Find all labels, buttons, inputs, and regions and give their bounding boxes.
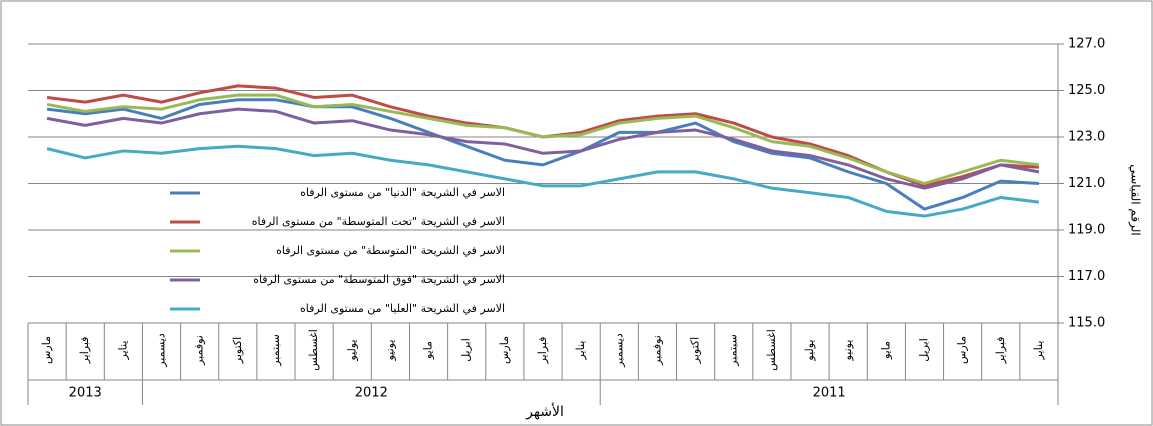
- y-tick-label: 125.0: [1068, 83, 1105, 98]
- y-tick-label: 121.0: [1068, 176, 1105, 191]
- group-label: 2012: [355, 386, 388, 401]
- y-tick-label: 123.0: [1068, 130, 1105, 145]
- legend-label: الاسر في الشريحة "فوق المتوسطة" من مستوى…: [253, 273, 505, 286]
- x-tick-label: نوفمبر: [650, 335, 663, 366]
- x-tick-label: اغسطس: [307, 329, 320, 371]
- series-line: [46, 98, 1040, 211]
- x-tick-label: يونيو: [841, 340, 854, 362]
- x-tick-label: ديسمبر: [612, 333, 625, 368]
- x-tick-label: ابريل: [917, 338, 930, 362]
- legend-label: الاسر في الشريحة "العليا" من مستوى الرفا…: [300, 302, 505, 315]
- x-tick-label: نوفمبر: [193, 335, 206, 366]
- x-tick-label: يونيو: [383, 340, 396, 362]
- x-tick-label: يوليو: [345, 339, 358, 361]
- x-tick-label: اغسطس: [765, 329, 778, 371]
- series-line: [46, 144, 1040, 218]
- series-line: [46, 107, 1040, 190]
- x-tick-label: سبتمبر: [269, 334, 282, 367]
- x-tick-label: يناير: [1032, 341, 1045, 361]
- y-tick-label: 117.0: [1068, 269, 1105, 284]
- x-tick-label: مارس: [498, 336, 511, 364]
- group-label: 2013: [69, 386, 102, 401]
- y-tick-label: 119.0: [1068, 223, 1105, 238]
- x-tick-label: يناير: [574, 341, 587, 361]
- x-axis-title: الأشهر: [525, 402, 564, 420]
- legend-label: الاسر في الشريحة "المتوسطة" من مستوى الر…: [276, 244, 505, 257]
- x-tick-label: فبراير: [78, 337, 91, 365]
- series-line: [46, 93, 1040, 185]
- legend-label: الاسر في الشريحة "الدنيا" من مستوى الرفا…: [300, 186, 505, 199]
- y-tick-label: 127.0: [1068, 37, 1105, 52]
- x-tick-label: مارس: [956, 336, 969, 364]
- group-label: 2011: [813, 386, 846, 401]
- x-tick-label: سبتمبر: [727, 334, 740, 367]
- x-tick-label: اكتوبر: [231, 337, 244, 364]
- x-tick-label: يناير: [116, 341, 129, 361]
- x-tick-label: فبراير: [536, 337, 549, 365]
- x-tick-label: مايو: [879, 341, 892, 360]
- legend-label: الاسر في الشريحة "تحت المتوسطة" من مستوى…: [252, 215, 505, 228]
- y-tick-label: 115.0: [1068, 316, 1105, 331]
- y-axis-title: الرقم القياسي: [1128, 164, 1143, 236]
- x-tick-label: ديسمبر: [155, 333, 168, 368]
- x-tick-label: يوليو: [803, 339, 816, 361]
- x-tick-label: اكتوبر: [689, 337, 702, 364]
- x-tick-label: مايو: [422, 341, 435, 360]
- x-tick-label: ابريل: [460, 338, 473, 362]
- x-tick-label: مارس: [40, 336, 53, 364]
- x-tick-label: فبراير: [994, 337, 1007, 365]
